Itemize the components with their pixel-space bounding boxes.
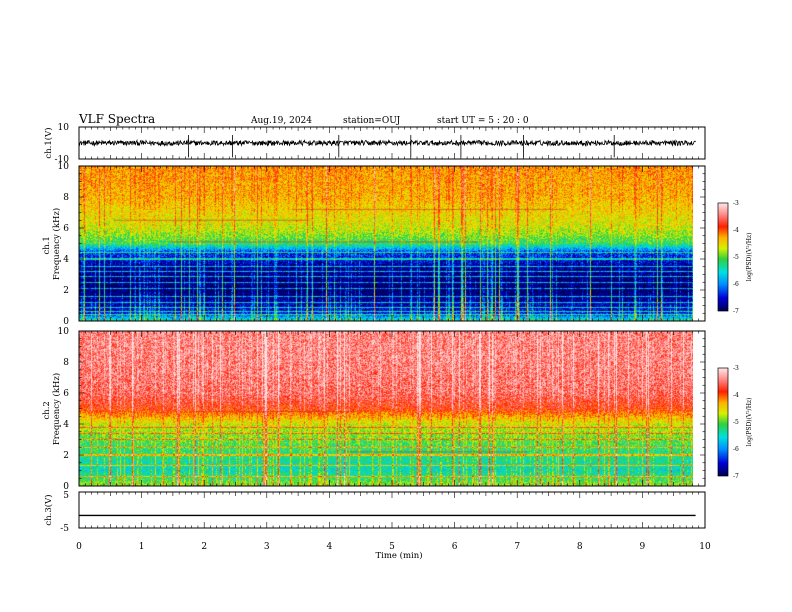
- colorbar-ch2: -3 -4 -5 -6 -7 log(PSD)(V²/Hz): [717, 365, 753, 480]
- ch1-waveform-trace: [79, 135, 696, 158]
- ch3-wave-ylabel: ch.3(V): [43, 494, 54, 525]
- colorbar-ch1-tick: -6: [733, 281, 739, 288]
- colorbar-ch1-tick: -3: [733, 200, 739, 207]
- colorbar-ch1-scale: [717, 202, 729, 312]
- ch2-spectrogram-panel: 10 8 6 4 2 0 ch.2 Frequency (kHz): [42, 327, 706, 492]
- ch2-freq-tick-0: 0: [63, 482, 69, 492]
- ch1-freq-tick-4: 4: [63, 255, 69, 265]
- colorbar-ch2-tick: -5: [733, 419, 739, 426]
- ch1-freq-tick-2: 2: [63, 286, 69, 296]
- colorbar-ch2-tick: -3: [733, 365, 739, 372]
- x-tick-label: 6: [452, 542, 458, 552]
- ch2-spec-ylabel-axis: Frequency (kHz): [51, 373, 62, 445]
- x-tick-label: 2: [201, 542, 207, 552]
- x-tick-label: 4: [327, 542, 333, 552]
- header-station: station=OUJ: [343, 116, 401, 126]
- ch1-freq-tick-10: 10: [58, 162, 70, 172]
- ch1-spectrogram-panel: 10 8 6 4 2 0 ch.1 Frequency (kHz): [42, 162, 706, 327]
- colorbar-ch1-tick: -4: [733, 227, 739, 234]
- ch1-spectrogram: [79, 166, 693, 321]
- x-tick-label: 9: [640, 542, 646, 552]
- ch2-spec-ylabel: ch.2 Frequency (kHz): [42, 373, 62, 445]
- x-tick-label: 3: [264, 542, 270, 552]
- ch3-wave-ytick-bottom: -5: [60, 524, 69, 534]
- colorbar-ch2-scale: [717, 367, 729, 477]
- ch1-freq-tick-0: 0: [63, 317, 69, 327]
- colorbar-ch1-label: log(PSD)(V²/Hz): [746, 233, 753, 282]
- x-tick-label: 8: [577, 542, 583, 552]
- header-start-ut: start UT = 5 : 20 : 0: [437, 116, 529, 126]
- ch1-freq-tick-6: 6: [63, 224, 69, 234]
- x-axis-ticks: 0 1 2 3 4 5 6 7 8 9 10: [76, 127, 711, 552]
- ch2-freq-tick-4: 4: [63, 420, 69, 430]
- ch3-wave-ytick-top: 5: [63, 491, 69, 501]
- colorbar-ch1: -3 -4 -5 -6 -7 log(PSD)(V²/Hz): [717, 200, 753, 315]
- ch3-waveform-panel: 5 -5 ch.3(V): [43, 491, 706, 534]
- x-axis-label: Time (min): [375, 550, 422, 561]
- chart-title: VLF Spectra: [78, 112, 155, 126]
- ch2-spectrogram: [79, 331, 693, 486]
- ch2-spec-ylabel-channel: ch.2: [42, 401, 52, 419]
- ch1-freq-tick-8: 8: [63, 193, 69, 203]
- colorbar-ch2-tick: -7: [733, 473, 739, 480]
- ch2-freq-tick-10: 10: [58, 327, 70, 337]
- x-tick-label: 7: [514, 542, 520, 552]
- colorbar-ch2-tick: -6: [733, 446, 739, 453]
- header-date: Aug.19, 2024: [250, 116, 312, 126]
- ch2-freq-tick-2: 2: [63, 451, 69, 461]
- colorbar-ch1-tick: -5: [733, 254, 739, 261]
- x-tick-label: 0: [76, 542, 82, 552]
- x-tick-label: 10: [699, 542, 711, 552]
- ch1-wave-ytick-top: 10: [58, 123, 70, 133]
- colorbar-ch1-tick: -7: [733, 308, 739, 315]
- ch1-wave-ytick-bottom: -10: [55, 155, 70, 165]
- x-tick-label: 5: [389, 542, 395, 552]
- ch1-spec-ylabel: ch.1 Frequency (kHz): [42, 208, 62, 280]
- ch1-waveform-panel: 10 -10 ch.1(V): [43, 123, 706, 165]
- ch1-spec-ylabel-axis: Frequency (kHz): [51, 208, 62, 280]
- colorbar-ch2-label: log(PSD)(V²/Hz): [746, 398, 753, 447]
- ch2-freq-tick-8: 8: [63, 358, 69, 368]
- ch2-freq-tick-6: 6: [63, 389, 69, 399]
- ch1-spec-ylabel-channel: ch.1: [42, 236, 52, 254]
- ch1-wave-ylabel: ch.1(V): [43, 127, 54, 158]
- x-tick-label: 1: [139, 542, 145, 552]
- colorbar-ch2-tick: -4: [733, 392, 739, 399]
